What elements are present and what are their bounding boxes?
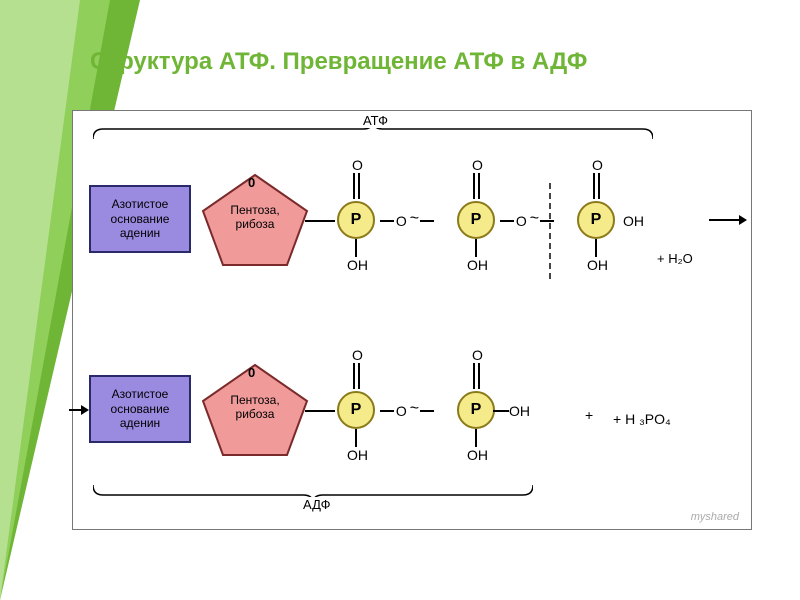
o-atom: O [352,347,363,363]
adp-label: АДФ [299,497,335,512]
oh-terminal: OH [623,213,644,229]
o-atom: O [592,157,603,173]
nitrogen-base: Азотистое основание аденин [89,185,191,253]
watermark: myshared [691,511,739,523]
nitrogen-base: Азотистое основание аденин [89,375,191,443]
oh-terminal: OH [509,403,530,419]
page-title: Структура АТФ. Превращение АТФ в АДФ [90,48,587,76]
single-bond [355,239,357,257]
double-bond [473,173,480,199]
p-atom: P [457,391,495,429]
bond-terminal [493,401,509,421]
o-atom: O [352,157,363,173]
double-bond [593,173,600,199]
oh-group: OH [467,257,488,273]
bond-p1-p2: O~ [375,401,439,421]
bg-triangle-3 [0,0,80,600]
diagram-panel: АТФ Азотистое основание аденин 0 Пентоза… [72,110,752,530]
pentose-top-o: 0 [248,175,255,190]
oh-group: OH [347,257,368,273]
plus-sign: + [585,407,593,423]
p-atom: P [577,201,615,239]
phosphate-3: O P OH [559,151,659,291]
double-bond [353,173,360,199]
arrow-right-icon [69,409,87,411]
bond-p1-p2: O~ [375,211,439,231]
o-atom: O [472,347,483,363]
single-bond [355,429,357,447]
double-bond [473,363,480,389]
h3po4-label: + H ₃PO₄ [613,411,671,427]
o-atom: O [472,157,483,173]
atp-row: Азотистое основание аденин 0 Пентоза, ри… [73,151,751,291]
arrow-right-icon [709,219,745,221]
single-bond [475,429,477,447]
oh-group: OH [347,447,368,463]
oh-group: OH [587,257,608,273]
pentose-top-o: 0 [248,365,255,380]
pentose-label: Пентоза, рибоза [221,203,289,232]
p-atom: P [337,201,375,239]
h2o-label: + H₂O [657,251,693,266]
single-bond [595,239,597,257]
single-bond [475,239,477,257]
double-bond [353,363,360,389]
pentose-label: Пентоза, рибоза [221,393,289,422]
cleavage-line [549,183,551,279]
atp-label: АТФ [359,113,392,128]
p-atom: P [337,391,375,429]
p-atom: P [457,201,495,239]
oh-group: OH [467,447,488,463]
